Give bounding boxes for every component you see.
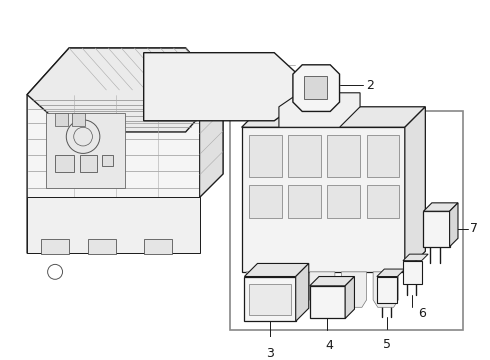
Polygon shape bbox=[345, 276, 354, 319]
Bar bbox=[245, 276, 295, 321]
Polygon shape bbox=[246, 272, 271, 307]
Polygon shape bbox=[450, 203, 458, 247]
Polygon shape bbox=[310, 272, 335, 307]
Bar bbox=[80, 155, 97, 172]
Bar bbox=[230, 111, 463, 330]
Polygon shape bbox=[279, 93, 360, 127]
Bar bbox=[88, 239, 116, 254]
Bar bbox=[242, 127, 405, 272]
Text: 6: 6 bbox=[417, 307, 425, 320]
Bar bbox=[41, 239, 69, 254]
Text: 2: 2 bbox=[366, 79, 373, 92]
Bar bbox=[288, 185, 321, 218]
Polygon shape bbox=[27, 197, 199, 253]
Bar bbox=[55, 113, 68, 126]
Bar bbox=[304, 76, 327, 99]
Polygon shape bbox=[199, 90, 223, 197]
Text: 7: 7 bbox=[470, 222, 478, 235]
Bar bbox=[55, 155, 74, 172]
Polygon shape bbox=[27, 48, 223, 132]
Bar bbox=[367, 135, 399, 177]
Bar bbox=[310, 286, 345, 319]
Polygon shape bbox=[342, 272, 367, 307]
Bar bbox=[72, 113, 85, 126]
Polygon shape bbox=[144, 53, 297, 121]
Text: 1: 1 bbox=[298, 85, 306, 98]
Polygon shape bbox=[373, 272, 398, 307]
Polygon shape bbox=[242, 107, 425, 127]
Polygon shape bbox=[403, 254, 428, 261]
Polygon shape bbox=[295, 264, 309, 321]
Polygon shape bbox=[293, 65, 340, 112]
Polygon shape bbox=[377, 269, 405, 276]
Polygon shape bbox=[310, 276, 354, 286]
Bar bbox=[367, 185, 399, 218]
Text: 3: 3 bbox=[266, 347, 273, 360]
Bar bbox=[249, 284, 291, 315]
Text: 4: 4 bbox=[325, 339, 333, 352]
Bar bbox=[327, 135, 360, 177]
Polygon shape bbox=[423, 203, 458, 211]
Polygon shape bbox=[245, 264, 309, 276]
Bar bbox=[249, 185, 282, 218]
Bar bbox=[423, 211, 450, 247]
Polygon shape bbox=[27, 48, 223, 253]
Bar bbox=[288, 135, 321, 177]
Polygon shape bbox=[405, 107, 425, 272]
Bar bbox=[377, 276, 397, 303]
Text: 5: 5 bbox=[383, 338, 391, 351]
Polygon shape bbox=[278, 272, 303, 307]
Bar bbox=[403, 261, 421, 284]
Bar bbox=[249, 135, 282, 177]
Bar bbox=[102, 155, 113, 166]
Bar bbox=[327, 185, 360, 218]
Bar bbox=[144, 239, 172, 254]
Polygon shape bbox=[46, 113, 125, 188]
